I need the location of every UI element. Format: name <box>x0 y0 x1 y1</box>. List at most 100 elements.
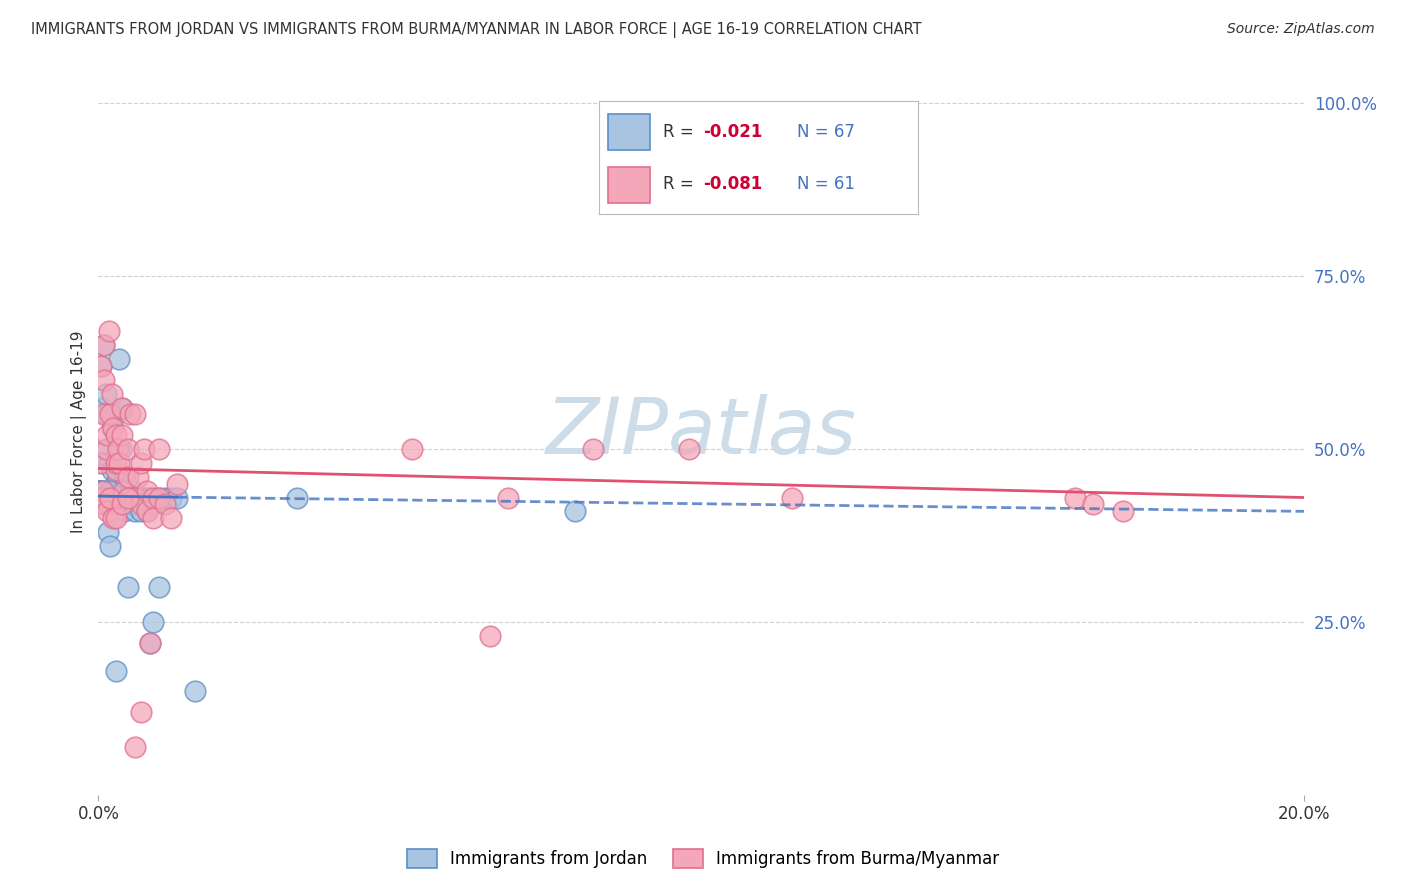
Point <box>96 498 118 512</box>
Point <box>564 504 586 518</box>
Point <box>111 428 134 442</box>
Point <box>153 491 176 505</box>
Point <box>93 491 115 505</box>
Point <box>148 581 170 595</box>
Point <box>89 456 111 470</box>
Point <box>110 442 132 456</box>
Point <box>91 491 114 505</box>
Point <box>105 428 128 442</box>
Point <box>93 373 115 387</box>
Point <box>129 498 152 512</box>
Point <box>96 408 118 422</box>
Point <box>111 491 134 505</box>
Point <box>105 511 128 525</box>
Point <box>94 386 117 401</box>
Point <box>93 498 115 512</box>
Point <box>100 483 122 498</box>
Point <box>118 408 141 422</box>
Point <box>100 408 122 422</box>
Point <box>103 483 125 498</box>
Point <box>121 483 143 498</box>
Point <box>96 428 118 442</box>
Point <box>117 442 139 456</box>
Point <box>138 636 160 650</box>
Point <box>107 442 129 456</box>
Point <box>148 491 170 505</box>
Point <box>135 504 157 518</box>
Point <box>678 442 700 456</box>
Point <box>159 491 181 505</box>
Point <box>105 408 128 422</box>
Point <box>98 491 121 505</box>
Point <box>129 456 152 470</box>
Point <box>111 483 134 498</box>
Text: Source: ZipAtlas.com: Source: ZipAtlas.com <box>1227 22 1375 37</box>
Point <box>112 504 135 518</box>
Point <box>1112 504 1135 518</box>
Point <box>124 408 146 422</box>
Point <box>91 483 114 498</box>
Point <box>105 491 128 505</box>
Point <box>107 469 129 483</box>
Point <box>94 491 117 505</box>
Point <box>91 498 114 512</box>
Point <box>166 491 188 505</box>
Point <box>401 442 423 456</box>
Legend: Immigrants from Jordan, Immigrants from Burma/Myanmar: Immigrants from Jordan, Immigrants from … <box>401 842 1005 875</box>
Point <box>103 511 125 525</box>
Point <box>125 491 148 505</box>
Point <box>93 483 115 498</box>
Point <box>97 325 120 339</box>
Point <box>142 511 165 525</box>
Point <box>100 386 122 401</box>
Point <box>159 511 181 525</box>
Point <box>89 483 111 498</box>
Point <box>498 491 520 505</box>
Point <box>111 401 134 415</box>
Point <box>780 491 803 505</box>
Point <box>90 359 112 373</box>
Point <box>100 491 122 505</box>
Point <box>97 525 120 540</box>
Point <box>114 469 136 483</box>
Point <box>142 615 165 629</box>
Point <box>105 463 128 477</box>
Point <box>582 442 605 456</box>
Point <box>124 739 146 754</box>
Point <box>89 491 111 505</box>
Point <box>87 483 110 498</box>
Point <box>93 338 115 352</box>
Point <box>105 664 128 678</box>
Point <box>148 491 170 505</box>
Point <box>105 456 128 470</box>
Point <box>479 629 502 643</box>
Point <box>129 504 152 518</box>
Point <box>90 359 112 373</box>
Y-axis label: In Labor Force | Age 16-19: In Labor Force | Age 16-19 <box>72 331 87 533</box>
Point <box>118 498 141 512</box>
Point <box>90 483 112 498</box>
Point <box>90 491 112 505</box>
Point <box>148 442 170 456</box>
Point <box>96 442 118 456</box>
Point <box>100 498 122 512</box>
Point <box>98 491 121 505</box>
Point <box>138 491 160 505</box>
Point <box>184 684 207 698</box>
Point <box>91 408 114 422</box>
Point <box>89 483 111 498</box>
Point <box>96 504 118 518</box>
Point <box>135 483 157 498</box>
Point <box>117 491 139 505</box>
Point <box>100 539 122 553</box>
Point <box>112 483 135 498</box>
Point <box>127 469 149 483</box>
Point <box>94 442 117 456</box>
Point <box>132 442 155 456</box>
Point <box>91 456 114 470</box>
Point <box>111 401 134 415</box>
Point <box>93 338 115 352</box>
Point <box>135 504 157 518</box>
Point <box>117 469 139 483</box>
Point <box>111 498 134 512</box>
